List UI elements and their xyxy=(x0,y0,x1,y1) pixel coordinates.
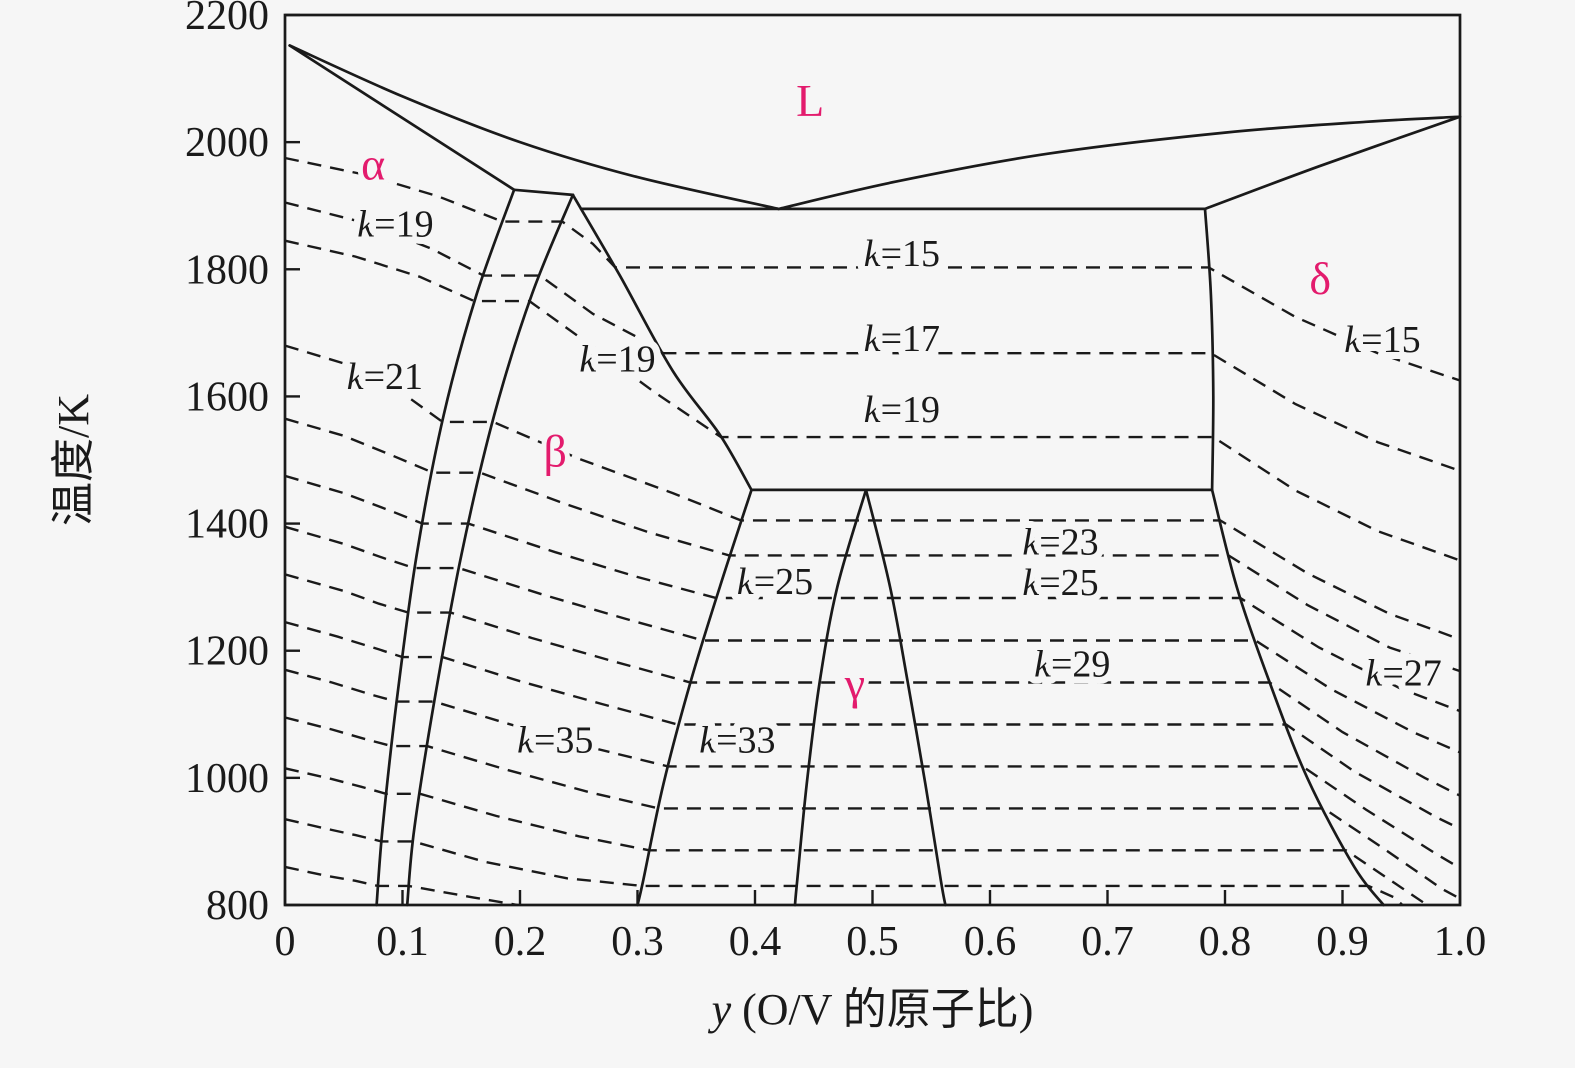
x-axis-title: y (O/V 的原子比) xyxy=(708,985,1034,1034)
x-tick-label: 0.5 xyxy=(846,919,899,965)
x-tick-label: 0.6 xyxy=(964,919,1017,965)
y-tick-label: 1800 xyxy=(185,247,269,293)
y-tick-label: 800 xyxy=(206,883,269,929)
contour-label: k=21 xyxy=(347,356,423,398)
iso-k-contour-k27 xyxy=(284,525,1461,754)
y-tick-label: 1000 xyxy=(185,756,269,802)
contour-label: k=19 xyxy=(579,338,655,380)
phase-boundary-liquidus-right xyxy=(777,115,1462,211)
iso-k-contour-k19 xyxy=(284,239,1461,562)
y-tick-label: 2200 xyxy=(185,0,269,39)
x-tick-label: 0.7 xyxy=(1081,919,1134,965)
iso-k-contour-k35 xyxy=(284,716,1461,900)
x-tick-label: 0.4 xyxy=(729,919,782,965)
contour-label: k=25 xyxy=(737,561,813,603)
x-tick-label: 0.2 xyxy=(494,919,547,965)
phase-boundary-delta-left-lower xyxy=(1210,488,1385,907)
contour-label: k=19 xyxy=(357,204,433,246)
iso-k-contour-k15 xyxy=(284,156,1461,382)
y-tick-label: 1600 xyxy=(185,374,269,420)
x-tick-label: 0.8 xyxy=(1199,919,1252,965)
plot-lines-layer xyxy=(284,44,1462,907)
x-tick-label: 0.1 xyxy=(376,919,429,965)
phase-boundary-liquidus-left xyxy=(288,44,780,211)
x-tick-label: 0.3 xyxy=(611,919,664,965)
contour-label: k=33 xyxy=(699,720,775,762)
phase-label-gamma: γ xyxy=(844,658,865,709)
phase-boundary-beta-left xyxy=(405,193,575,907)
contour-label: k=15 xyxy=(864,233,940,275)
phase-boundary-alpha-right xyxy=(375,188,516,907)
phase-boundary-delta-solidus xyxy=(1203,115,1462,211)
x-tick-label: 1.0 xyxy=(1434,919,1487,965)
iso-k-contour-k17 xyxy=(284,201,1461,472)
iso-k-contour-k31 xyxy=(284,620,1461,830)
phase-boundary-beta-right-lower xyxy=(636,488,753,907)
phase-boundary-gamma-right xyxy=(864,488,947,907)
contour-label: k=15 xyxy=(1344,319,1420,361)
contour-label: k=29 xyxy=(1034,643,1110,685)
contour-label: k=19 xyxy=(864,389,940,431)
phase-label-liquid: L xyxy=(796,75,824,126)
iso-k-contour-k25 xyxy=(284,474,1461,713)
contour-label: k=27 xyxy=(1365,652,1441,694)
contour-label: k=17 xyxy=(864,318,940,360)
phase-boundary-beta-right-upper xyxy=(571,193,753,492)
contour-label: k=35 xyxy=(517,720,593,762)
y-tick-label: 2000 xyxy=(185,120,269,166)
phase-boundary-delta-left-upper xyxy=(1203,207,1215,492)
x-tick-label: 0 xyxy=(275,919,296,965)
iso-k-contour-k29 xyxy=(284,573,1461,797)
phase-boundary-gamma-left xyxy=(793,488,868,907)
iso-k-contour-k37 xyxy=(284,767,1428,906)
phase-boundary-alpha-solidus xyxy=(288,44,516,192)
y-tick-label: 1200 xyxy=(185,629,269,675)
phase-label-beta: β xyxy=(544,426,567,477)
iso-k-contour-k21 xyxy=(284,344,1461,641)
contour-label: k=23 xyxy=(1022,521,1098,563)
y-tick-label: 1400 xyxy=(185,502,269,548)
y-axis-title: 温度/K xyxy=(49,394,98,526)
contour-label: k=25 xyxy=(1022,562,1098,604)
phase-label-delta: δ xyxy=(1309,253,1331,304)
x-tick-label: 0.9 xyxy=(1316,919,1369,965)
phase-boundary-alpha-beta-link xyxy=(512,188,575,197)
phase-label-alpha: α xyxy=(361,138,385,189)
iso-k-contour-k23 xyxy=(284,417,1461,673)
